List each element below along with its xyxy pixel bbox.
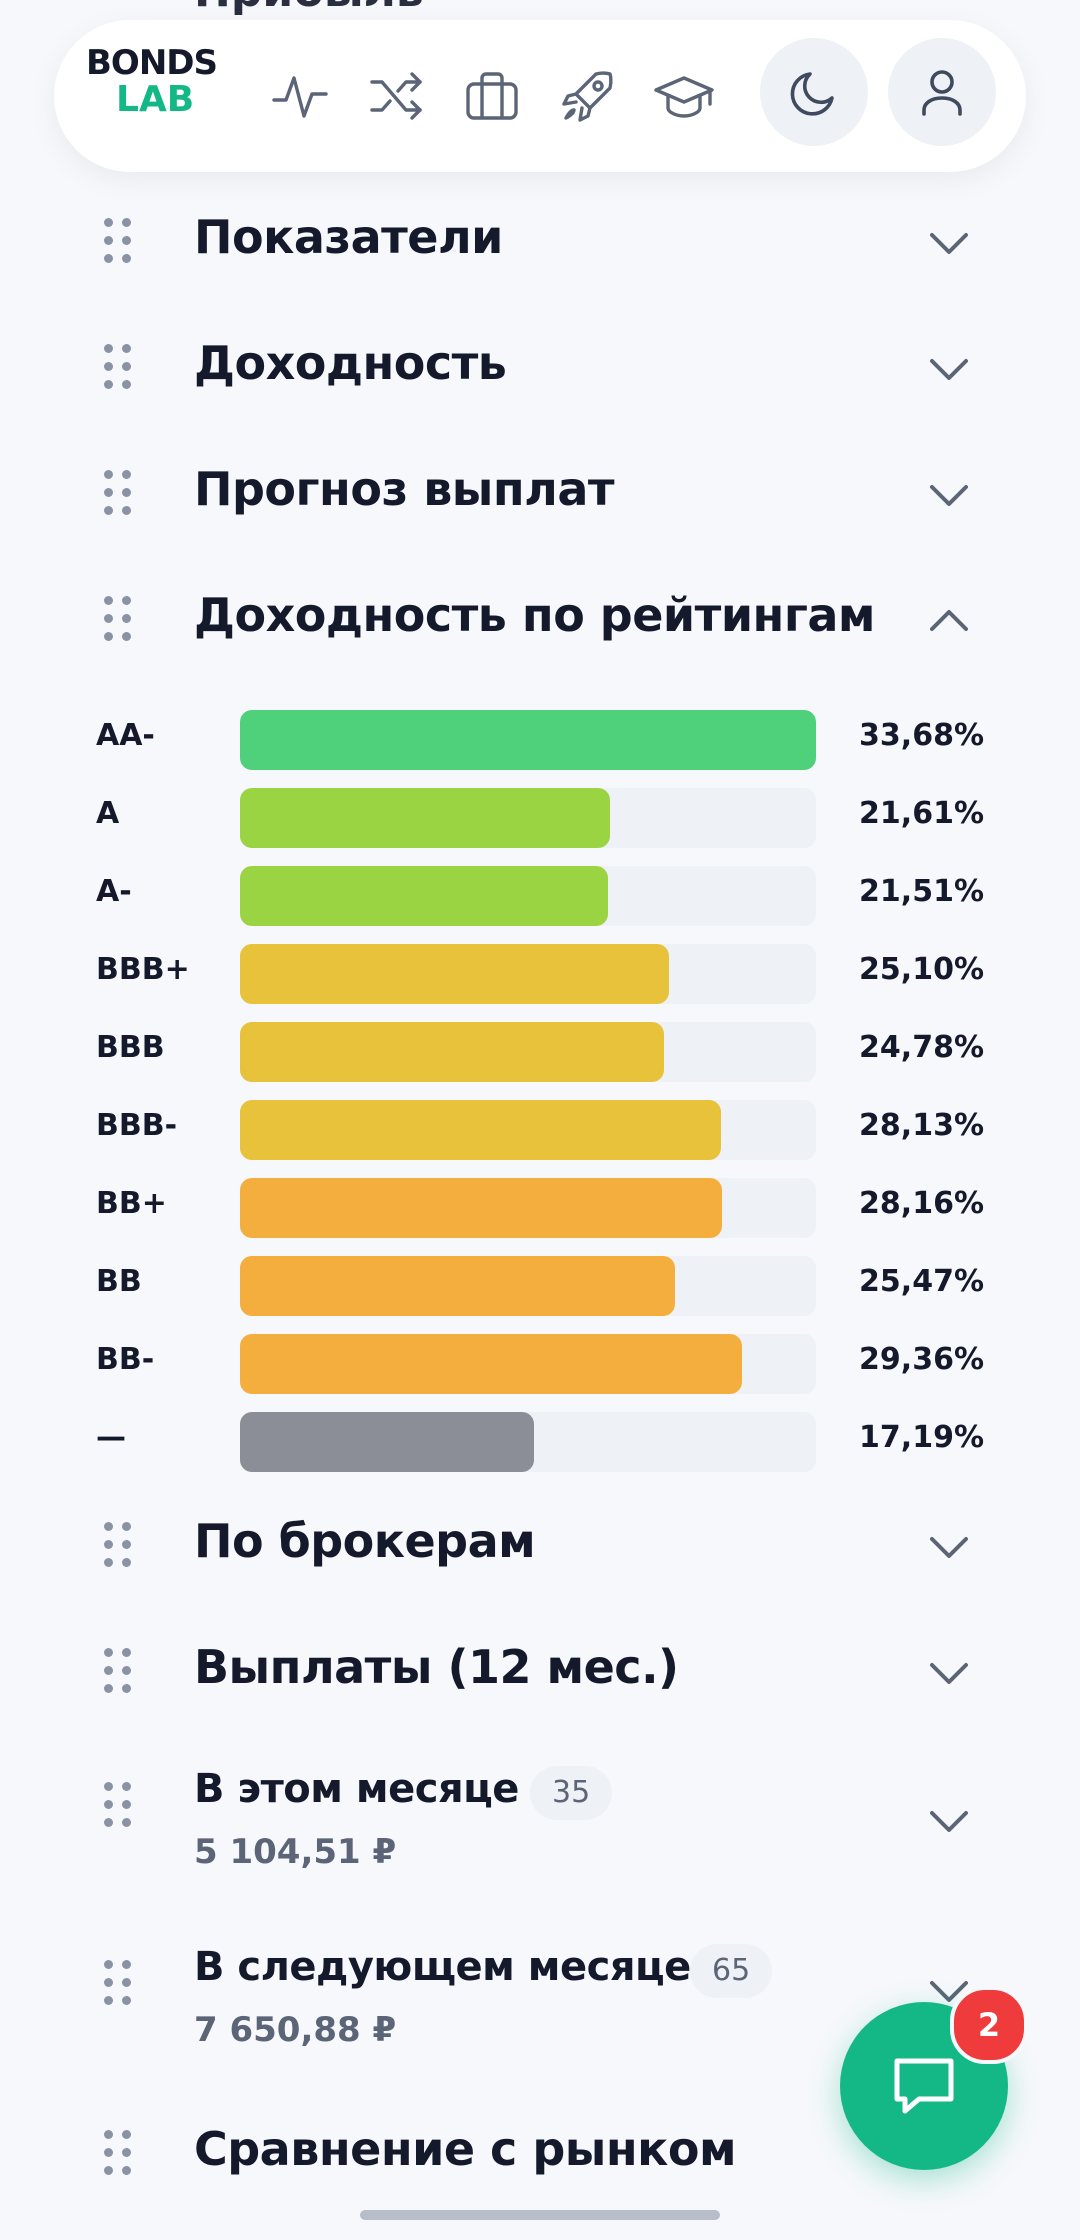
graduation-cap-icon[interactable] <box>652 64 716 128</box>
section-title: Доходность по рейтингам <box>194 588 876 642</box>
briefcase-icon[interactable] <box>460 64 524 128</box>
rating-label: BBB- <box>96 1108 178 1143</box>
pulse-icon[interactable] <box>268 64 332 128</box>
rating-bar-track <box>240 1178 816 1238</box>
logo-line1: BONDS <box>86 43 218 83</box>
rating-bar-fill <box>240 944 669 1004</box>
drag-handle-icon[interactable] <box>104 470 134 516</box>
rating-bar-fill <box>240 1100 721 1160</box>
user-icon <box>922 70 962 116</box>
rating-bar-fill <box>240 1256 675 1316</box>
section-title: Сравнение с рынком <box>194 2122 737 2176</box>
count-badge: 35 <box>530 1766 613 1820</box>
drag-handle-icon[interactable] <box>104 596 134 642</box>
chevron-down-icon[interactable] <box>924 1796 974 1846</box>
rating-row: A- 21,51% <box>0 866 1080 926</box>
rating-value: 33,68% <box>859 718 984 753</box>
rating-bar-track <box>240 1100 816 1160</box>
chat-notification-badge: 2 <box>950 1986 1028 2064</box>
chevron-down-icon[interactable] <box>924 218 974 268</box>
amount: 7 650,88 ₽ <box>194 2010 397 2050</box>
rating-row: BBB+ 25,10% <box>0 944 1080 1004</box>
rating-bar-fill <box>240 1334 742 1394</box>
chevron-down-icon[interactable] <box>924 1966 974 2016</box>
rating-label: BB+ <box>96 1186 167 1221</box>
rating-value: 17,19% <box>859 1420 984 1455</box>
chevron-down-icon[interactable] <box>924 1522 974 1572</box>
rating-value: 29,36% <box>859 1342 984 1377</box>
amount: 5 104,51 ₽ <box>194 1832 397 1872</box>
drag-handle-icon[interactable] <box>104 218 134 264</box>
rating-value: 28,13% <box>859 1108 984 1143</box>
rating-label: A- <box>96 874 132 909</box>
drag-handle-icon[interactable] <box>104 1960 134 2006</box>
shuffle-icon[interactable] <box>364 64 428 128</box>
rating-row: BBB 24,78% <box>0 1022 1080 1082</box>
profile-button[interactable] <box>888 38 996 146</box>
rating-bar-fill <box>240 710 816 770</box>
rating-bar-track <box>240 710 816 770</box>
rating-row: BB- 29,36% <box>0 1334 1080 1394</box>
rating-row: AA- 33,68% <box>0 710 1080 770</box>
section-title: В этом месяце <box>194 1766 519 1812</box>
rocket-icon[interactable] <box>556 64 620 128</box>
rating-bar-fill <box>240 866 608 926</box>
drag-handle-icon[interactable] <box>104 344 134 390</box>
rating-label: BBB+ <box>96 952 190 987</box>
top-navigation: BONDS LAB <box>54 20 1026 172</box>
partial-heading: Прибыль <box>194 0 424 17</box>
rating-bar-fill <box>240 1178 722 1238</box>
rating-label: — <box>96 1420 126 1455</box>
drag-handle-icon[interactable] <box>104 1522 134 1568</box>
rating-label: BBB <box>96 1030 165 1065</box>
rating-row: — 17,19% <box>0 1412 1080 1472</box>
rating-label: A <box>96 796 120 831</box>
rating-row: BBB- 28,13% <box>0 1100 1080 1160</box>
rating-row: A 21,61% <box>0 788 1080 848</box>
rating-row: BB 25,47% <box>0 1256 1080 1316</box>
chevron-down-icon[interactable] <box>924 344 974 394</box>
home-indicator[interactable] <box>360 2210 720 2220</box>
logo-line2: LAB <box>116 79 195 120</box>
rating-value: 25,47% <box>859 1264 984 1299</box>
rating-bar-track <box>240 1412 816 1472</box>
theme-toggle-button[interactable] <box>760 38 868 146</box>
rating-bar-fill <box>240 788 610 848</box>
rating-label: BB- <box>96 1342 155 1377</box>
rating-bar-track <box>240 1022 816 1082</box>
rating-bar-track <box>240 788 816 848</box>
section-title: Прогноз выплат <box>194 462 615 516</box>
rating-bar-track <box>240 944 816 1004</box>
chevron-down-icon[interactable] <box>924 470 974 520</box>
rating-value: 28,16% <box>859 1186 984 1221</box>
section-title: Доходность <box>194 336 507 390</box>
rating-value: 21,61% <box>859 796 984 831</box>
chat-bubble-icon <box>894 2058 954 2114</box>
rating-bar-track <box>240 866 816 926</box>
chevron-up-icon[interactable] <box>924 596 974 646</box>
rating-bar-track <box>240 1334 816 1394</box>
rating-bar-fill <box>240 1022 664 1082</box>
rating-value: 24,78% <box>859 1030 984 1065</box>
logo[interactable]: BONDS LAB <box>86 43 218 120</box>
section-title: Показатели <box>194 210 503 264</box>
drag-handle-icon[interactable] <box>104 1782 134 1828</box>
rating-value: 21,51% <box>859 874 984 909</box>
rating-label: BB <box>96 1264 142 1299</box>
rating-value: 25,10% <box>859 952 984 987</box>
rating-row: BB+ 28,16% <box>0 1178 1080 1238</box>
section-title: По брокерам <box>194 1514 536 1568</box>
chevron-down-icon[interactable] <box>924 1648 974 1698</box>
section-title: В следующем месяце <box>194 1944 691 1990</box>
section-title: Выплаты (12 мес.) <box>194 1640 679 1694</box>
drag-handle-icon[interactable] <box>104 2130 134 2176</box>
moon-icon <box>790 72 834 116</box>
drag-handle-icon[interactable] <box>104 1648 134 1694</box>
rating-bar-fill <box>240 1412 534 1472</box>
count-badge: 65 <box>690 1944 773 1998</box>
rating-bar-track <box>240 1256 816 1316</box>
rating-label: AA- <box>96 718 155 753</box>
